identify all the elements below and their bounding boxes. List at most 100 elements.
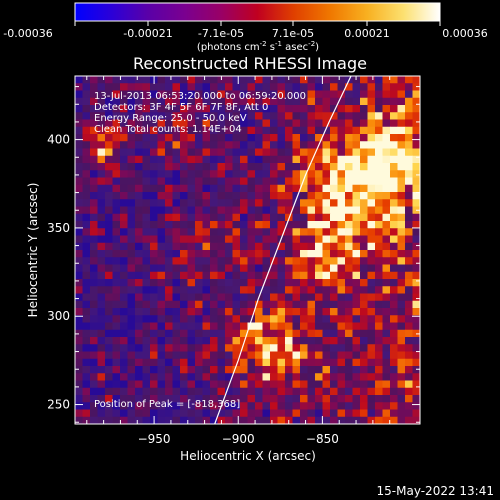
heatmap-cell [97,199,106,207]
heatmap-cell [330,155,338,164]
heatmap-cell [247,228,256,236]
heatmap-cell [255,402,263,410]
heatmap-cell [352,380,361,389]
heatmap-cell [270,315,278,323]
heatmap-cell [322,409,331,418]
heatmap-cell [322,308,331,316]
heatmap-cell [345,329,353,338]
heatmap-cell [390,105,398,113]
heatmap-cell [375,163,383,171]
heatmap-cell [352,250,361,258]
heatmap-cell [172,148,181,157]
heatmap-cell [405,206,413,215]
heatmap-cell [202,337,211,345]
heatmap-cell [360,264,368,273]
heatmap-cell [307,119,316,128]
heatmap-cell [397,206,406,215]
heatmap-cell [277,184,286,193]
heatmap-cell [307,242,316,251]
heatmap-cell [127,76,136,84]
heatmap-cell [277,170,286,178]
heatmap-cell [300,184,308,193]
heatmap-cell [330,351,338,360]
heatmap-cell [97,286,106,294]
heatmap-cell [225,199,233,207]
heatmap-cell [180,402,188,410]
heatmap-cell [232,373,241,381]
heatmap-cell [390,322,398,331]
heatmap-cell [97,416,106,424]
heatmap-cell [315,155,323,164]
heatmap-cell [307,228,316,236]
heatmap-cell [307,300,316,309]
heatmap-cell [270,387,278,396]
heatmap-cell [112,163,121,171]
heatmap-cell [82,337,91,345]
heatmap-cell [382,358,391,367]
heatmap-cell [142,380,151,389]
heatmap-cell [195,337,203,345]
heatmap-cell [210,119,218,128]
heatmap-cell [195,308,203,316]
heatmap-cell [397,344,406,352]
heatmap-cell [232,112,241,120]
heatmap-cell [285,119,293,128]
heatmap-cell [307,286,316,294]
heatmap-cell [135,315,143,323]
heatmap-cell [382,83,391,91]
heatmap-cell [210,184,218,193]
heatmap-cell [157,206,166,215]
heatmap-cell [390,402,398,410]
heatmap-cell [300,228,308,236]
heatmap-cell [180,293,188,302]
heatmap-cell [97,105,106,113]
heatmap-cell [330,119,338,128]
heatmap-cell [315,373,323,381]
heatmap-cell [127,242,136,251]
heatmap-cell [127,358,136,367]
heatmap-cell [217,83,226,91]
heatmap-cell [127,416,136,424]
heatmap-cell [217,351,226,360]
heatmap-cell [270,279,278,287]
heatmap-cell [367,337,376,345]
heatmap-cell [120,279,128,287]
heatmap-cell [375,337,383,345]
heatmap-cell [247,322,256,331]
heatmap-cell [187,76,196,84]
heatmap-cell [157,228,166,236]
heatmap-cell [352,395,361,403]
heatmap-cell [412,163,420,171]
heatmap-cell [135,300,143,309]
heatmap-cell [405,177,413,186]
heatmap-cell [120,141,128,149]
heatmap-cell [217,112,226,120]
heatmap-cell [75,351,83,360]
heatmap-cell [300,163,308,171]
heatmap-cell [82,83,91,91]
heatmap-cell [367,416,376,424]
heatmap-cell [112,250,121,258]
heatmap-cell [232,213,241,222]
heatmap-cell [360,235,368,244]
heatmap-cell [367,351,376,360]
heatmap-cell [360,177,368,186]
heatmap-cell [195,184,203,193]
heatmap-cell [90,170,98,178]
heatmap-cell [315,380,323,389]
heatmap-cell [90,300,98,309]
heatmap-cell [360,279,368,287]
heatmap-cell [390,366,398,374]
heatmap-cell [315,221,323,229]
heatmap-cell [247,126,256,135]
heatmap-cell [165,105,173,113]
heatmap-cell [330,163,338,171]
heatmap-cell [322,264,331,273]
heatmap-cell [405,112,413,120]
heatmap-cell [180,163,188,171]
heatmap-cell [300,242,308,251]
heatmap-cell [247,112,256,120]
heatmap-cell [345,387,353,396]
heatmap-cell [315,119,323,128]
heatmap-cell [360,286,368,294]
